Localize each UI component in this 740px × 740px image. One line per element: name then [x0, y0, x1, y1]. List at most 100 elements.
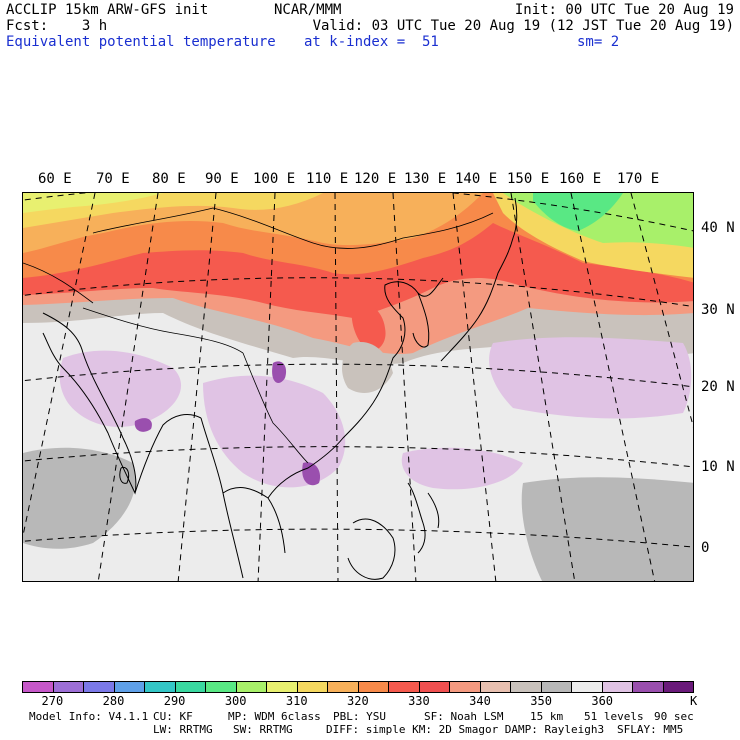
country-borders	[23, 207, 494, 464]
colorbar-tick-label: 280	[102, 694, 125, 708]
lon-label: 130 E	[404, 171, 447, 187]
colorbar-tick-label: 270	[41, 694, 64, 708]
lat-line-0	[23, 528, 693, 548]
model-title: ACCLIP 15km ARW-GFS init	[6, 2, 209, 18]
field-region-green-ne	[533, 193, 623, 231]
colorbar-segment	[114, 682, 145, 692]
field-patch-red-china	[351, 301, 386, 352]
coastline-sri-lanka	[119, 466, 130, 484]
init-time: Init: 00 UTC Tue 20 Aug 19	[514, 2, 734, 18]
colorbar-segment	[450, 682, 481, 692]
colorbar-tick-label: 290	[163, 694, 186, 708]
colorbar-segment	[206, 682, 237, 692]
map-svg	[23, 193, 693, 581]
coastline-bay-of-bengal	[134, 414, 202, 494]
lon-line-160e	[630, 193, 693, 428]
longitude-lines	[23, 193, 693, 581]
footer-item: 90 sec	[654, 710, 694, 723]
lon-label: 160 E	[559, 171, 602, 187]
lon-label: 140 E	[455, 171, 498, 187]
colorbar-tick-label: 310	[285, 694, 308, 708]
colorbar-tick-label: 300	[224, 694, 247, 708]
colorbar	[22, 681, 694, 693]
lon-label: 80 E	[152, 171, 186, 187]
field-patch-purple-1	[272, 361, 287, 383]
center-name: NCAR/MMM	[274, 2, 342, 18]
lat-line-20n	[23, 363, 693, 388]
coastline-china	[372, 277, 444, 404]
field-patch-lilac-pacific	[489, 337, 692, 419]
colorbar-tick-label: 360	[591, 694, 614, 708]
coastline-indochina	[200, 402, 374, 579]
colorbar-segment	[602, 682, 633, 692]
field-patch-purple-3	[134, 418, 152, 432]
colorbar-segment	[236, 682, 267, 692]
field-patch-lilac-south	[401, 447, 523, 490]
colorbar-segment	[84, 682, 115, 692]
field-band-pale-yellow	[23, 193, 163, 213]
lat-label: 20 N	[701, 379, 735, 395]
colorbar-segment	[389, 682, 420, 692]
lon-label: 110 E	[306, 171, 349, 187]
field-patch-gray-2	[521, 477, 693, 581]
colorbar-segment	[358, 682, 389, 692]
map-panel	[22, 192, 694, 582]
colorbar-segment	[145, 682, 176, 692]
forecast-hour: Fcst: 3 h	[6, 18, 108, 34]
level-index: at k-index = 51	[304, 34, 439, 50]
colorbar-segment	[175, 682, 206, 692]
field-name: Equivalent potential temperature	[6, 34, 276, 50]
footer-item: CU: KF	[153, 710, 193, 723]
lon-label: 70 E	[96, 171, 130, 187]
lon-label: 150 E	[507, 171, 550, 187]
colorbar-tick-label: 350	[530, 694, 552, 708]
colorbar-segment	[663, 682, 693, 692]
colorbar-segment	[328, 682, 359, 692]
colorbar-tick-label: 320	[347, 694, 369, 708]
lat-label: 40 N	[701, 220, 735, 236]
lon-line-150e	[570, 193, 656, 581]
footer-item: PBL: YSU	[333, 710, 386, 723]
smoothing-value: sm= 2	[577, 34, 620, 50]
lat-line-10n	[23, 446, 693, 468]
colorbar-segment	[23, 682, 54, 692]
border-himalaya	[82, 307, 244, 354]
coastlines	[42, 197, 518, 580]
latitude-lines	[23, 193, 693, 548]
footer-item: 15 km	[530, 710, 564, 723]
colorbar-segment	[633, 682, 664, 692]
colorbar-tick-label: 340	[469, 694, 491, 708]
lat-line-30n	[23, 277, 693, 308]
lon-label: 170 E	[617, 171, 660, 187]
footer-item: SW: RRTMG	[233, 723, 293, 736]
coastline-philippines	[407, 482, 440, 554]
lon-label: 120 E	[354, 171, 397, 187]
lat-label: 0	[701, 540, 710, 556]
footer-item: LW: RRTMG	[153, 723, 213, 736]
footer-item: SF: Noah LSM	[424, 710, 504, 723]
footer-item: MP: WDM 6class	[228, 710, 321, 723]
colorbar-segment	[572, 682, 603, 692]
footer-item: 51 levels	[584, 710, 644, 723]
lat-label: 10 N	[701, 459, 735, 475]
colorbar-segment	[541, 682, 572, 692]
colorbar-segment	[419, 682, 450, 692]
coastline-korea	[412, 292, 430, 348]
colorbar-segment	[511, 682, 542, 692]
border-central-asia	[23, 262, 94, 304]
colorbar-segment	[480, 682, 511, 692]
lon-line-70e	[23, 193, 96, 538]
lat-label: 30 N	[701, 302, 735, 318]
lon-label: 90 E	[205, 171, 239, 187]
coastline-japan	[440, 197, 518, 362]
colorbar-tick-label: 330	[408, 694, 430, 708]
colorbar-segment	[267, 682, 298, 692]
footer-item: Model Info: V4.1.1	[29, 710, 149, 723]
field-patch-gray-3	[341, 342, 393, 393]
border-indochina	[242, 352, 309, 464]
lon-label: 100 E	[253, 171, 296, 187]
field-patch-lilac-indochina	[203, 375, 346, 488]
border-china-north	[92, 207, 494, 249]
valid-time: Valid: 03 UTC Tue 20 Aug 19 (12 JST Tue …	[312, 18, 734, 34]
lon-label: 60 E	[38, 171, 72, 187]
